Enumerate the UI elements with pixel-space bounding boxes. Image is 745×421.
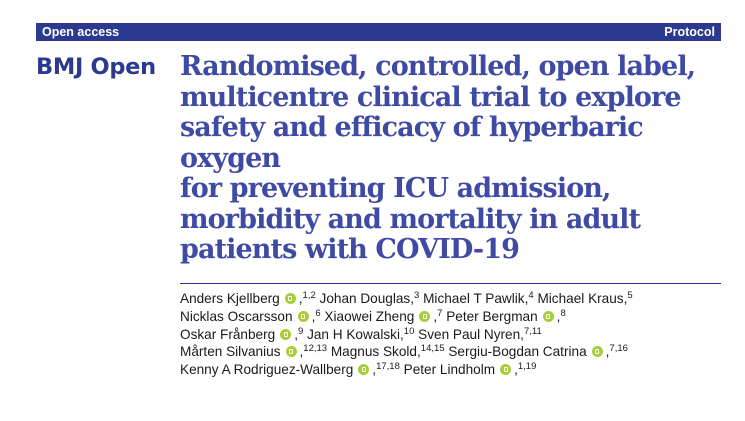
orcid-icon[interactable] — [280, 328, 292, 340]
affiliation-number: 14,15 — [420, 343, 445, 355]
affiliation-number: 6 — [315, 307, 321, 319]
author-name: Sergiu-Bogdan Catrina — [448, 344, 587, 360]
title-line: safety and efficacy of hyperbaric oxygen — [180, 112, 644, 174]
author-list: Anders Kjellberg ,1,2 Johan Douglas,3 Mic… — [180, 290, 725, 379]
author-entry: Sergiu-Bogdan Catrina ,7,16 — [448, 343, 628, 360]
author-entry: Michael Kraus,5 — [537, 290, 633, 306]
affiliation-number: 7,16 — [609, 343, 628, 355]
author-name: Michael T Pawlik — [423, 291, 525, 306]
author-entry: Oskar Frånberg ,9 — [180, 325, 304, 342]
author-entry: Mårten Silvanius ,12,13 — [180, 343, 328, 360]
author-entry: Jan H Kowalski,10 — [307, 325, 415, 342]
author-name: Peter Bergman — [446, 308, 538, 324]
title-divider — [180, 283, 721, 284]
title-line: Randomised, controlled, open label, — [180, 51, 696, 82]
title-line: for preventing ICU admission, — [180, 173, 611, 204]
author-name: Anders Kjellberg — [180, 291, 280, 306]
author-name: Johan Douglas — [319, 291, 411, 306]
title-line: morbidity and mortality in adult — [180, 203, 641, 235]
author-entry: Magnus Skold,14,15 — [330, 343, 445, 360]
article-title: Randomised, controlled, open label, mult… — [180, 51, 730, 266]
author-name: Kenny A Rodriguez-Wallberg — [180, 362, 354, 378]
affiliation-number: 12,13 — [303, 343, 328, 355]
orcid-icon[interactable] — [284, 293, 296, 304]
author-entry: Anders Kjellberg ,1,2 — [180, 290, 316, 306]
author-name: Xiaowei Zheng — [324, 308, 415, 324]
author-entry: Kenny A Rodriguez-Wallberg ,17,18 — [180, 361, 400, 378]
affiliation-number: 1,19 — [517, 361, 537, 373]
journal-name: BMJ Open — [36, 54, 156, 80]
author-name: Peter Lindholm — [403, 362, 496, 378]
author-entry: Sven Paul Nyren,7,11 — [418, 325, 542, 342]
orcid-icon[interactable] — [591, 346, 603, 358]
affiliation-number: 17,18 — [376, 361, 400, 373]
orcid-icon[interactable] — [358, 364, 370, 376]
orcid-icon[interactable] — [297, 310, 309, 322]
affiliation-number: 7 — [437, 307, 443, 319]
open-access-label: Open access — [42, 25, 120, 39]
orcid-icon[interactable] — [285, 346, 297, 358]
affiliation-number: 5 — [627, 290, 633, 301]
author-name: Sven Paul Nyren — [418, 326, 521, 342]
author-name: Magnus Skold — [330, 344, 417, 360]
header-bar: Open access Protocol — [36, 23, 721, 41]
orcid-icon[interactable] — [419, 310, 431, 322]
orcid-icon[interactable] — [542, 310, 554, 322]
author-name: Mårten Silvanius — [180, 344, 281, 360]
affiliation-number: 1,2 — [302, 290, 316, 301]
author-entry: Michael T Pawlik,4 — [423, 290, 534, 306]
author-entry: Xiaowei Zheng ,7 — [324, 307, 443, 324]
author-name: Jan H Kowalski — [307, 326, 400, 342]
author-name: Nicklas Oscarsson — [180, 308, 293, 324]
author-entry: Nicklas Oscarsson ,6 — [180, 307, 321, 324]
author-name: Michael Kraus — [537, 291, 624, 306]
author-entry: Peter Bergman ,8 — [446, 307, 566, 324]
title-line: multicentre clinical trial to explore — [180, 81, 682, 113]
article-type-label: Protocol — [664, 25, 715, 39]
author-entry: Peter Lindholm ,1,19 — [403, 361, 537, 378]
affiliation-number: 8 — [560, 307, 566, 319]
affiliation-number: 10 — [403, 325, 415, 337]
author-name: Oskar Frånberg — [180, 326, 276, 342]
orcid-icon[interactable] — [500, 364, 512, 376]
author-entry: Johan Douglas,3 — [319, 290, 420, 306]
affiliation-number: 3 — [414, 290, 420, 301]
affiliation-number: 7,11 — [523, 325, 542, 337]
affiliation-number: 4 — [528, 290, 534, 301]
affiliation-number: 9 — [297, 325, 304, 337]
title-line: patients with COVID-19 — [180, 234, 520, 265]
